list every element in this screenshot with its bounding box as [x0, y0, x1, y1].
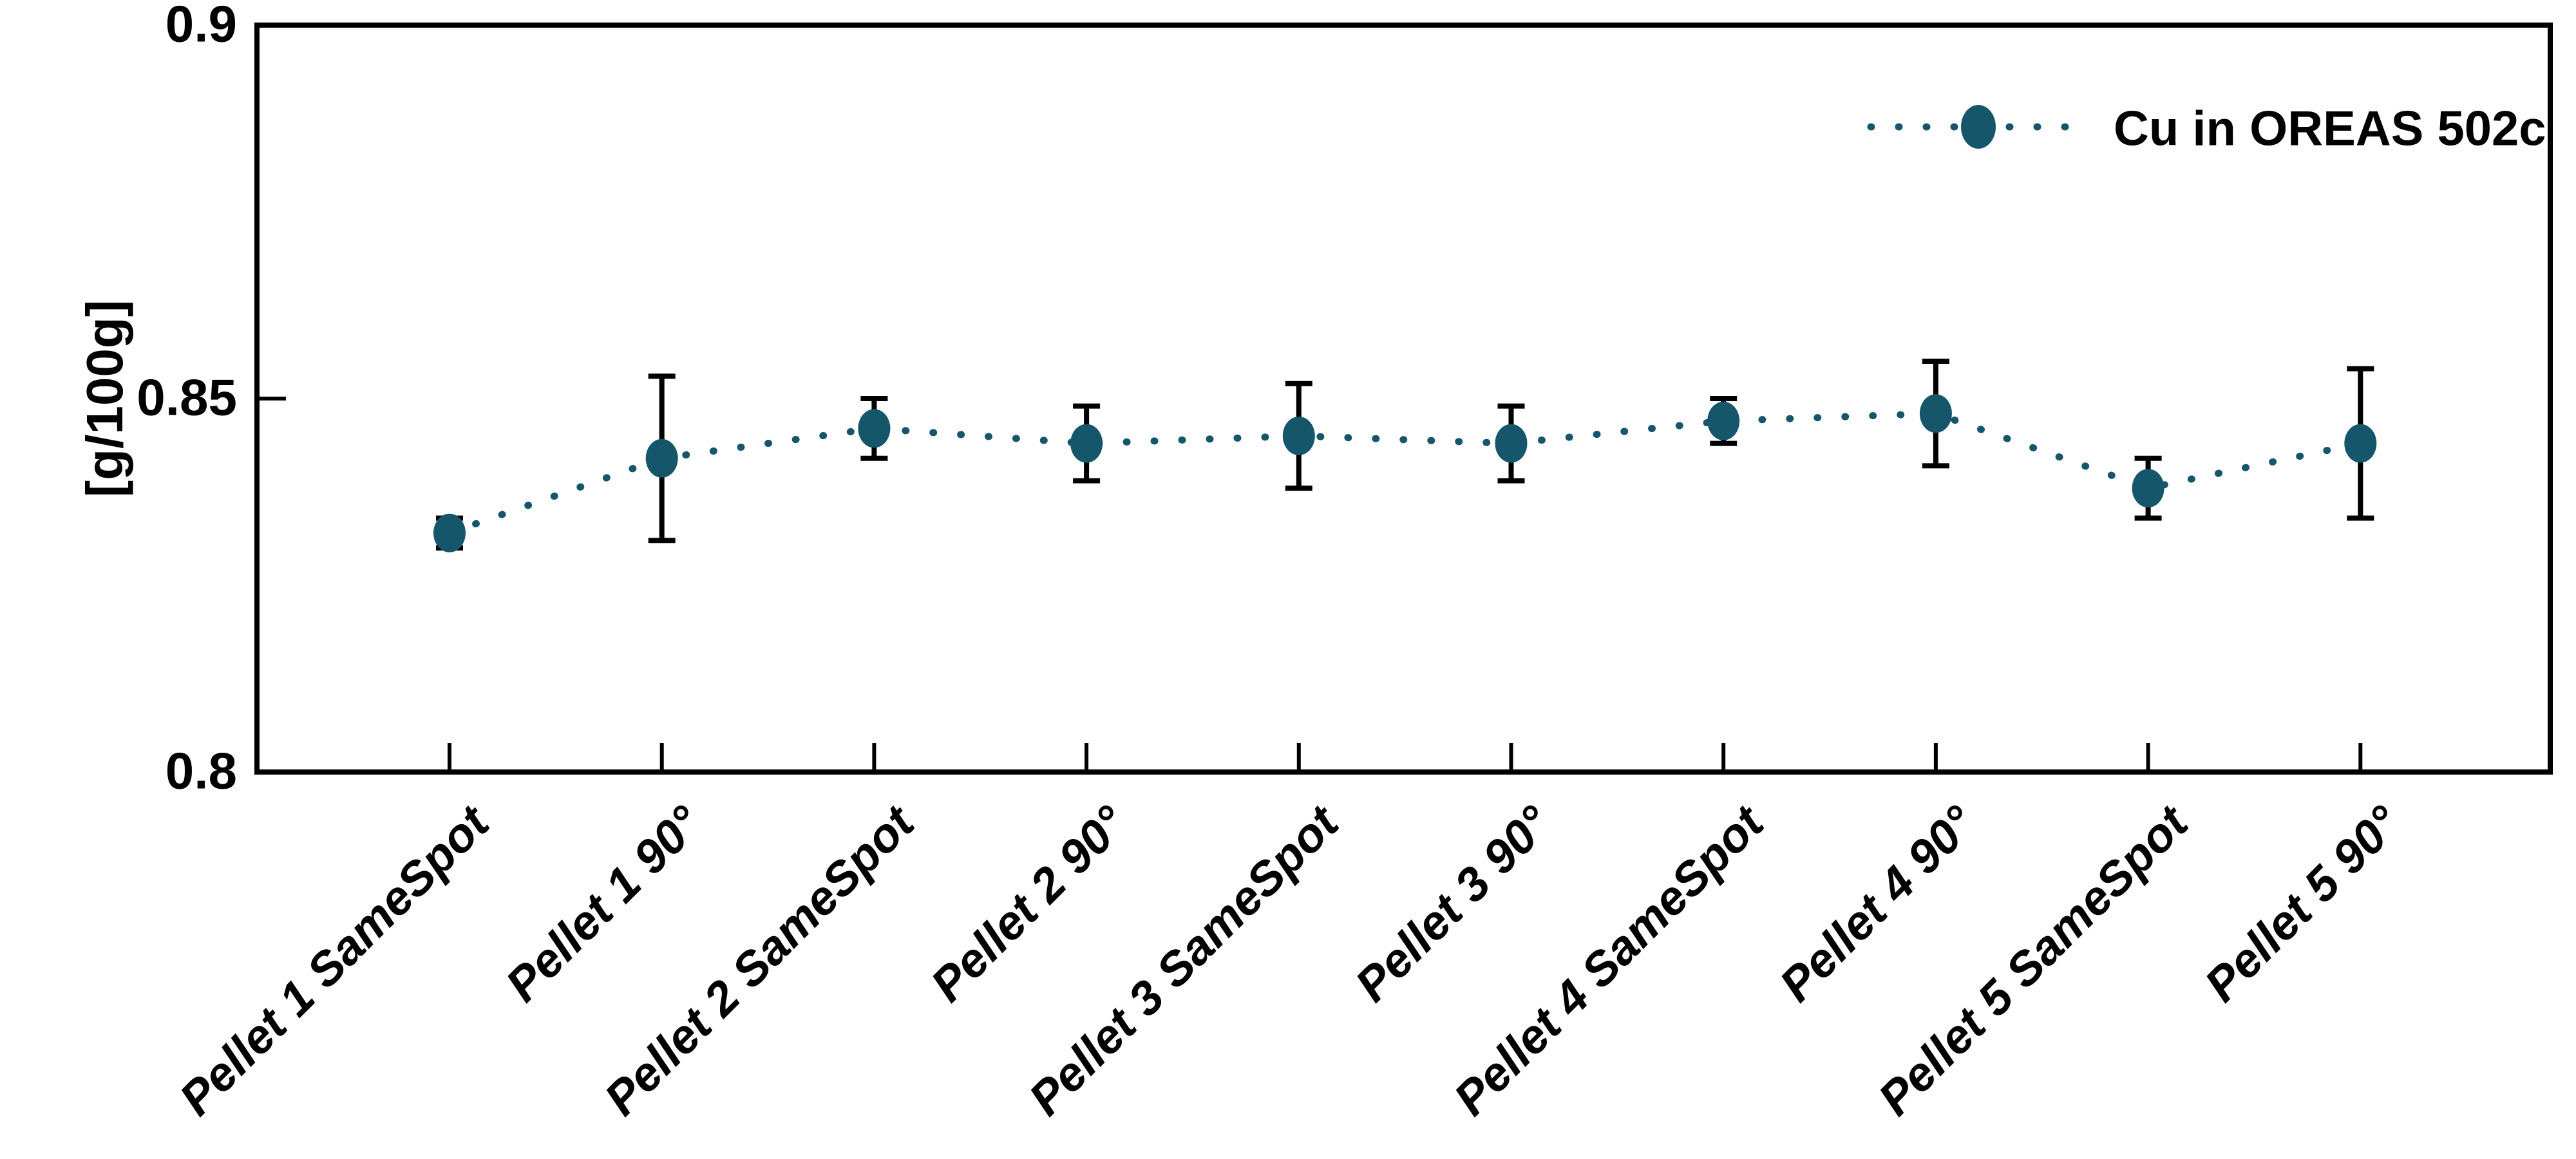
data-point-marker [1495, 424, 1528, 463]
data-point-marker [1282, 417, 1315, 455]
data-point-marker [858, 409, 891, 448]
series-line [446, 410, 2364, 537]
data-point-marker [645, 438, 678, 478]
y-axis-label: [g/100g] [76, 299, 133, 498]
y-tick-label: 0.85 [137, 368, 237, 426]
legend-marker-icon [1961, 105, 1996, 149]
data-point-marker [1919, 394, 1952, 433]
data-point-marker [1707, 401, 1740, 440]
data-point-marker [433, 513, 466, 552]
y-tick-label: 0.9 [165, 0, 237, 53]
legend-label: Cu in OREAS 502c [2114, 101, 2546, 156]
data-point-marker [2132, 469, 2164, 508]
data-point-marker [1070, 424, 1103, 463]
data-point-marker [2344, 424, 2377, 463]
y-tick-label: 0.8 [165, 742, 237, 800]
